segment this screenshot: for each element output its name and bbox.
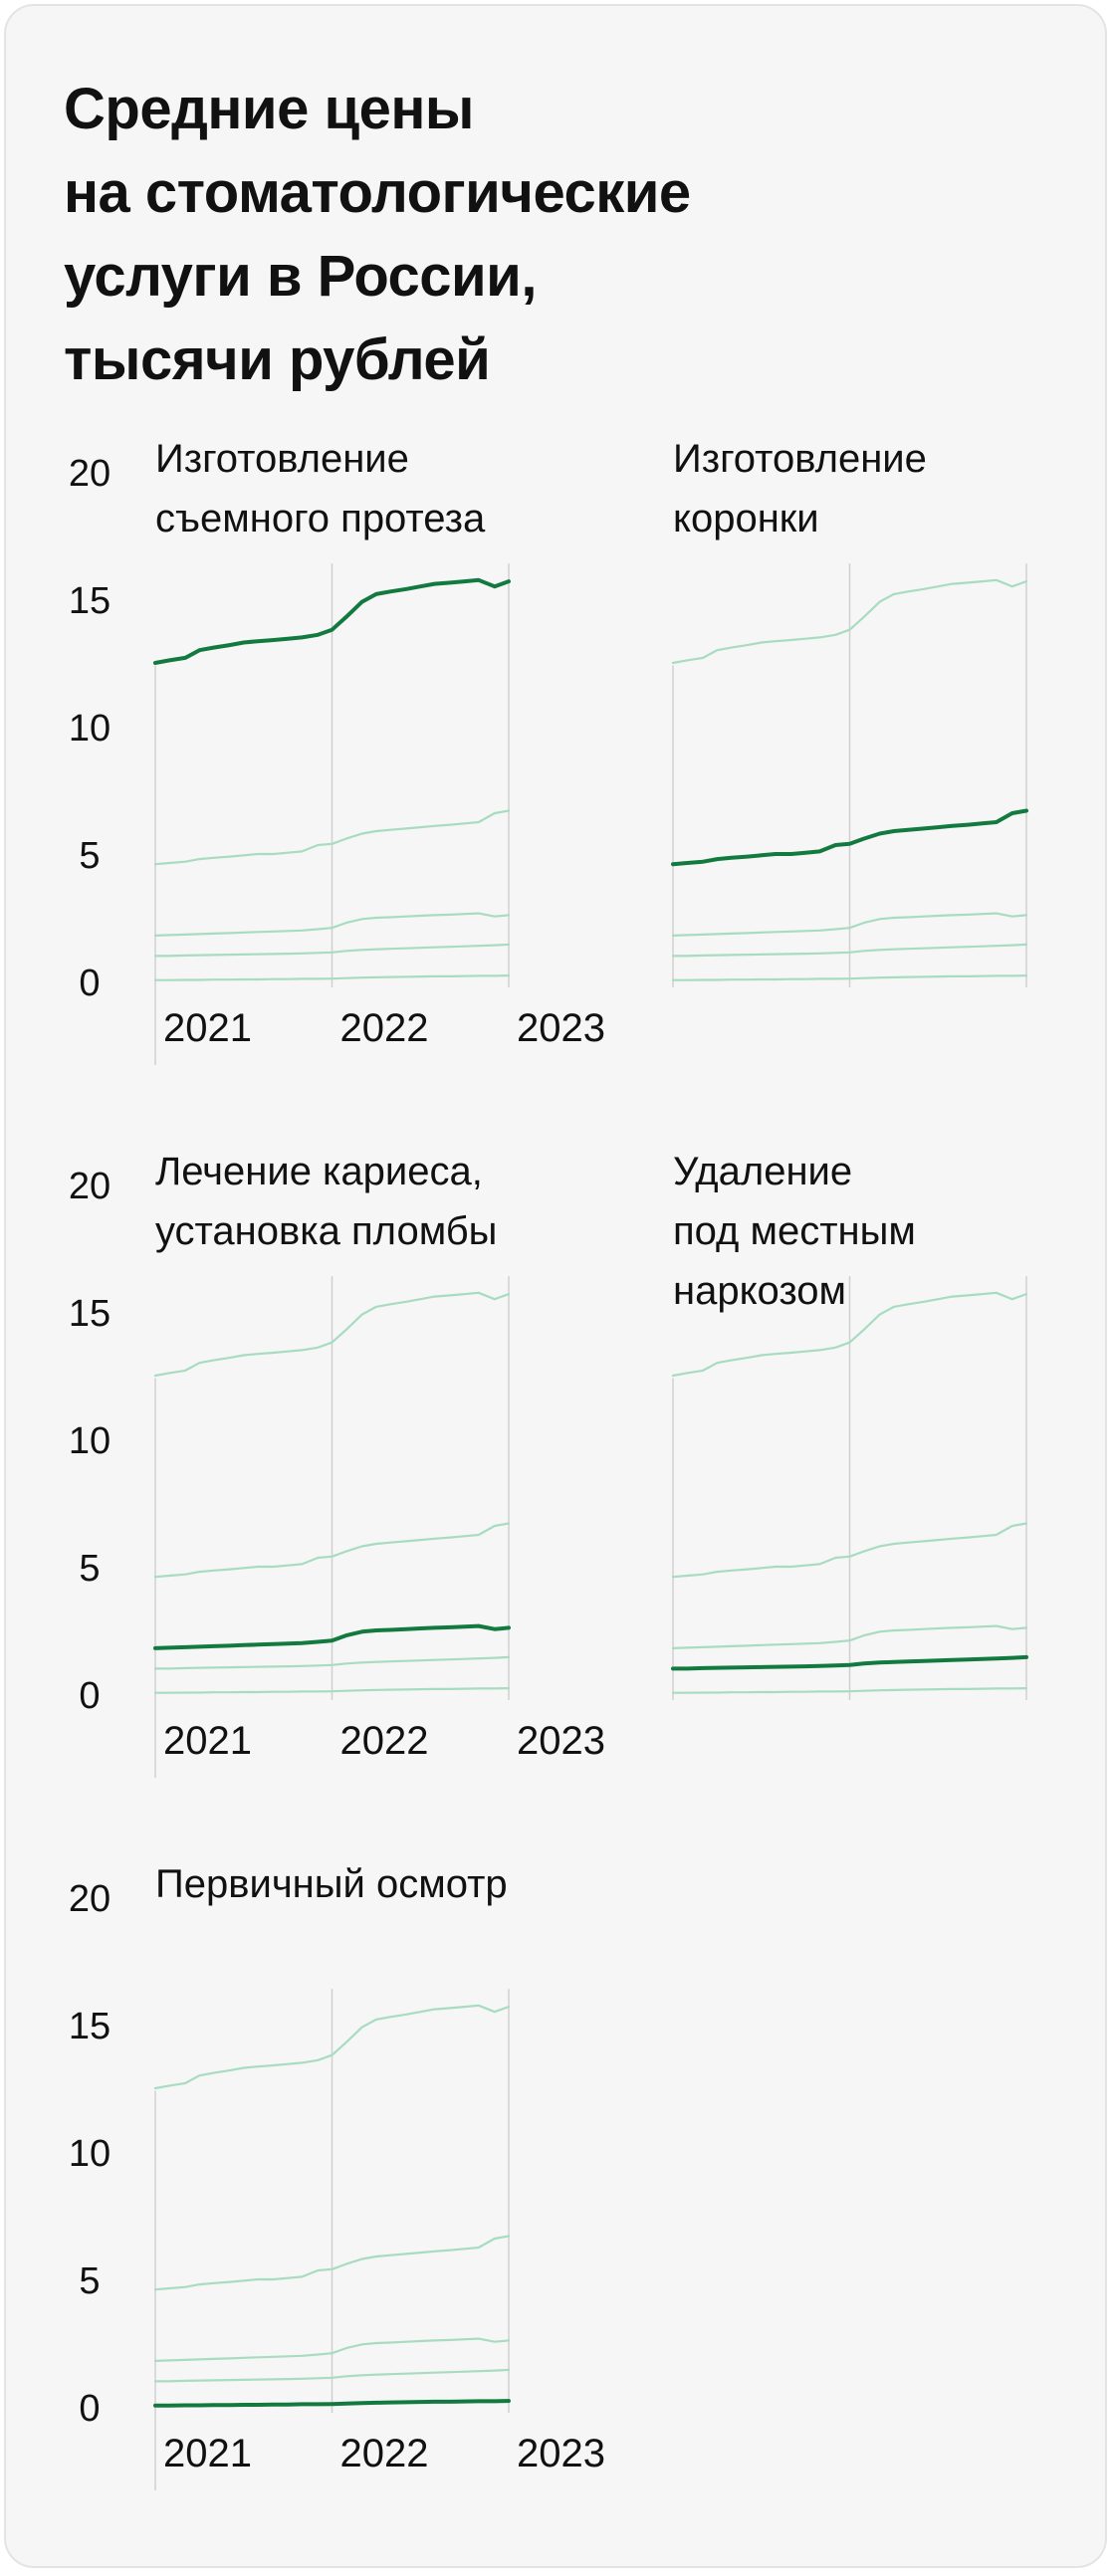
x-tick-label: 2022: [340, 1006, 429, 1050]
y-tick-label: 5: [79, 2260, 100, 2302]
chart-panel: 0 5 10 15 20 2021 2022 2023 Первичный осмотр: [69, 1862, 605, 2490]
context-series-line: [671, 943, 1028, 958]
context-series-line: [671, 912, 1028, 937]
context-series-line: [153, 2368, 511, 2383]
context-series-line: [153, 1291, 511, 1378]
chart-panel: 0 5 10 15 20 2021 2022 2023 Лечение кариеса, уста…: [69, 1150, 605, 1778]
x-tick-label: 2023: [517, 1006, 605, 1050]
x-tick-label: 2022: [340, 1719, 429, 1763]
y-tick-label: 5: [79, 1548, 100, 1590]
context-series-line: [153, 1522, 511, 1579]
chart-card: Средние цены на стоматологические услуги…: [4, 4, 1107, 2568]
chart-panel: 0 5 10 15 20 2021 2022 2023 Изготовление съемного…: [69, 437, 605, 1065]
highlighted-series-line: [153, 2399, 511, 2408]
context-series-line: [671, 1291, 1028, 1378]
panel-title-line: под местным: [673, 1209, 916, 1253]
y-tick-label: 20: [69, 1878, 111, 1920]
context-series-line: [153, 912, 511, 937]
y-tick-label: 0: [79, 2388, 100, 2430]
panel-title-line: Изготовление: [673, 437, 927, 481]
context-series-line: [671, 578, 1028, 665]
y-tick-label: 15: [69, 580, 111, 622]
panel-title-line: Изготовление: [155, 437, 409, 481]
y-tick-label: 15: [69, 2006, 111, 2047]
panel-title-line: съемного протеза: [155, 497, 486, 540]
panel-title-line: установка пломбы: [155, 1209, 497, 1253]
x-tick-label: 2021: [163, 2432, 252, 2475]
context-series-line: [153, 2004, 511, 2090]
panel-title-line: коронки: [673, 497, 819, 540]
y-tick-label: 10: [69, 1420, 111, 1462]
y-tick-label: 20: [69, 1166, 111, 1207]
context-series-line: [153, 974, 511, 981]
y-tick-label: 10: [69, 708, 111, 750]
context-series-line: [153, 1687, 511, 1694]
highlighted-series-line: [671, 808, 1028, 867]
chart-title-line: тысячи рублей: [64, 327, 491, 392]
highlighted-series-line: [671, 1654, 1028, 1671]
panel-title-line: Лечение кариеса,: [155, 1150, 483, 1193]
y-tick-label: 10: [69, 2133, 111, 2175]
context-series-line: [153, 2337, 511, 2362]
y-tick-label: 0: [79, 963, 100, 1004]
x-tick-label: 2023: [517, 1719, 605, 1763]
chart-title-line: на стоматологические: [64, 160, 691, 225]
context-series-line: [153, 1655, 511, 1670]
y-tick-label: 0: [79, 1675, 100, 1717]
chart-title: Средние цены на стоматологические услуги…: [64, 68, 960, 402]
context-series-line: [671, 1522, 1028, 1579]
panel-title-line: наркозом: [673, 1269, 846, 1313]
panel-title-line: Удаление: [673, 1150, 852, 1193]
panel-title-line: Первичный осмотр: [155, 1862, 508, 1906]
y-tick-label: 20: [69, 453, 111, 495]
x-tick-label: 2022: [340, 2432, 429, 2475]
context-series-line: [153, 943, 511, 958]
chart-panel: Изготовление коронки: [671, 437, 1028, 987]
chart-title-line: Средние цены: [64, 77, 474, 141]
x-tick-label: 2021: [163, 1006, 252, 1050]
x-tick-label: 2023: [517, 2432, 605, 2475]
chart-title-line: услуги в России,: [64, 244, 537, 309]
context-series-line: [671, 1624, 1028, 1649]
chart-panel: Удаление под местным наркозом: [671, 1150, 1028, 1700]
context-series-line: [671, 974, 1028, 981]
context-series-line: [153, 2235, 511, 2291]
highlighted-series-line: [153, 1623, 511, 1650]
highlighted-series-line: [153, 577, 511, 665]
x-tick-label: 2021: [163, 1719, 252, 1763]
y-tick-label: 5: [79, 835, 100, 877]
context-series-line: [671, 1687, 1028, 1694]
context-series-line: [153, 809, 511, 866]
y-tick-label: 15: [69, 1293, 111, 1335]
